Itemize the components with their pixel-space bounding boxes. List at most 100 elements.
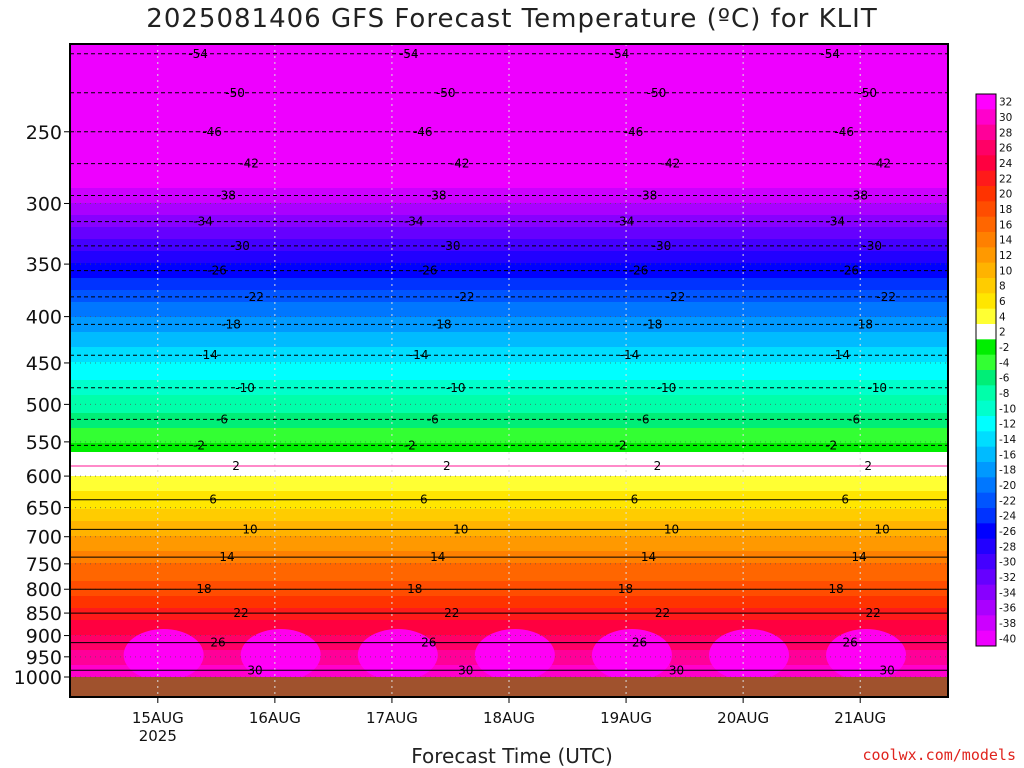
temperature-band: [70, 65, 948, 69]
contour-label: -46: [624, 125, 644, 139]
temperature-band: [70, 317, 948, 321]
contour-label: 26: [843, 636, 858, 650]
colorbar-swatch: [976, 155, 996, 172]
contour-label: 30: [247, 663, 262, 677]
colorbar-swatch: [976, 508, 996, 524]
temperature-band: [70, 449, 948, 453]
contour-label: -14: [198, 348, 218, 362]
contour-label: 2: [443, 459, 451, 473]
x-tick-label: 19AUG: [600, 709, 652, 727]
contour-label: -18: [432, 317, 452, 331]
temperature-band: [70, 479, 948, 483]
temperature-band: [70, 551, 948, 555]
temperature-band: [70, 605, 948, 609]
contour-label: -34: [615, 215, 635, 229]
temperature-band: [70, 287, 948, 291]
contour-label: 2: [864, 459, 872, 473]
contour-label: 26: [210, 636, 225, 650]
x-tick-sublabel: 2025: [139, 727, 177, 745]
colorbar-label: -34: [999, 587, 1016, 599]
temperature-band: [70, 509, 948, 513]
contour-label: 22: [444, 606, 459, 620]
y-tick-label: 650: [26, 498, 62, 520]
contour-label: -42: [661, 157, 681, 171]
y-tick-label: 400: [26, 307, 62, 329]
temperature-band: [70, 191, 948, 195]
colorbar-label: -38: [999, 618, 1016, 630]
contour-label: 6: [841, 493, 849, 507]
colorbar-swatch: [976, 216, 996, 233]
colorbar-swatch: [976, 324, 996, 340]
y-tick-label: 700: [26, 527, 62, 549]
y-axis: 2503003504004505005506006507007508008509…: [14, 122, 70, 689]
colorbar-swatch: [976, 308, 996, 325]
y-tick-label: 500: [26, 394, 62, 416]
temperature-band: [70, 425, 948, 429]
temperature-band: [70, 137, 948, 141]
contour-label: 14: [430, 550, 445, 564]
colorbar-label: -24: [999, 511, 1016, 523]
contour-label: 6: [209, 493, 217, 507]
temperature-band: [70, 257, 948, 261]
colorbar-swatch: [976, 569, 996, 586]
colorbar-label: 30: [999, 112, 1012, 124]
surface-heat-blob: [708, 629, 789, 681]
x-tick-label: 16AUG: [249, 709, 301, 727]
temperature-band: [70, 71, 948, 75]
contour-label: -10: [867, 381, 887, 395]
contour-label: 18: [407, 582, 422, 596]
temperature-band: [70, 437, 948, 441]
temperature-band: [70, 311, 948, 315]
colorbar-swatch: [976, 293, 996, 310]
x-tick-label: 20AUG: [717, 709, 769, 727]
contour-label: 14: [852, 550, 867, 564]
contour-label: -14: [620, 348, 640, 362]
colorbar-label: -12: [999, 419, 1016, 431]
surface-heat-blob: [474, 629, 555, 681]
temperature-band: [70, 575, 948, 579]
temperature-band: [70, 167, 948, 171]
contour-label: -50: [857, 86, 877, 100]
contours: -54 -54 -54 -54 -50 -50 -50 -50 -46 -46 -46 -46 -42 -…: [70, 47, 948, 677]
contour-label: -30: [441, 239, 461, 253]
surface-heat-blob: [357, 629, 438, 681]
colorbar-swatch: [976, 431, 996, 448]
x-tick-label: 18AUG: [483, 709, 535, 727]
temperature-band: [70, 359, 948, 363]
temperature-band: [70, 461, 948, 465]
surface-heat-blob: [123, 629, 204, 681]
temperature-band: [70, 209, 948, 213]
temperature-band: [70, 251, 948, 255]
contour-label: -18: [643, 317, 663, 331]
y-tick-label: 550: [26, 432, 62, 454]
temperature-band: [70, 173, 948, 177]
contour-label: -2: [193, 438, 205, 452]
y-tick-label: 900: [26, 626, 62, 648]
y-tick-label: 600: [26, 466, 62, 488]
surface-heat-blob: [591, 629, 672, 681]
contour-label: -2: [404, 438, 416, 452]
colorbar-label: -16: [999, 449, 1016, 461]
contour-label: -22: [666, 290, 686, 304]
colorbar-label: -2: [999, 342, 1009, 354]
contour-label: -10: [446, 381, 466, 395]
x-axis-title: Forecast Time (UTC): [411, 744, 613, 768]
colorbar-swatch: [976, 94, 996, 110]
colorbar-label: 16: [999, 219, 1013, 231]
temperature-band: [70, 581, 948, 585]
temperature-band: [70, 365, 948, 369]
credit-link[interactable]: coolwx.com/models: [862, 746, 1016, 764]
contour-label: -34: [825, 215, 845, 229]
contour-label: 26: [421, 636, 436, 650]
contour-label: -10: [235, 381, 255, 395]
temperature-band: [70, 599, 948, 603]
temperature-band: [70, 275, 948, 279]
colorbar-swatch: [976, 400, 996, 417]
colorbar-label: 24: [999, 158, 1013, 170]
colorbar-swatch: [976, 523, 996, 540]
temperature-band: [70, 617, 948, 621]
colorbar-swatch: [976, 538, 996, 555]
temperature-band: [70, 239, 948, 243]
contour-label: -54: [188, 47, 208, 61]
